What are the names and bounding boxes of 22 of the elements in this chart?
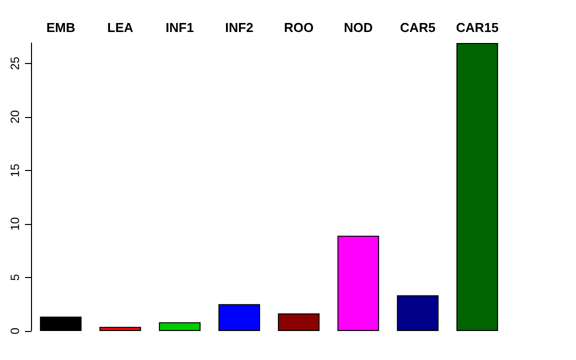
bar bbox=[337, 236, 380, 331]
x-tick-label: CAR5 bbox=[400, 20, 436, 35]
x-tick-label: LEA bbox=[107, 20, 134, 35]
bar bbox=[456, 43, 498, 331]
x-tick-label: CAR15 bbox=[456, 20, 499, 35]
y-tick-label: 20 bbox=[8, 110, 22, 124]
bar bbox=[99, 326, 142, 331]
y-tick-label: 10 bbox=[8, 216, 22, 231]
x-tick-label: EMB bbox=[46, 20, 76, 35]
bar bbox=[278, 313, 320, 331]
y-tick-label: 0 bbox=[8, 327, 22, 334]
bar bbox=[396, 295, 439, 331]
bar bbox=[40, 316, 82, 331]
x-tick-label: ROO bbox=[284, 20, 314, 35]
bar bbox=[158, 322, 201, 331]
x-tick-label: INF2 bbox=[225, 20, 254, 35]
y-tick-label: 25 bbox=[8, 56, 22, 70]
y-tick-label: 15 bbox=[8, 163, 22, 178]
y-tick-label: 5 bbox=[8, 274, 22, 281]
x-tick-label: INF1 bbox=[166, 20, 194, 35]
bar bbox=[218, 304, 260, 331]
x-tick-label: NOD bbox=[344, 20, 373, 35]
